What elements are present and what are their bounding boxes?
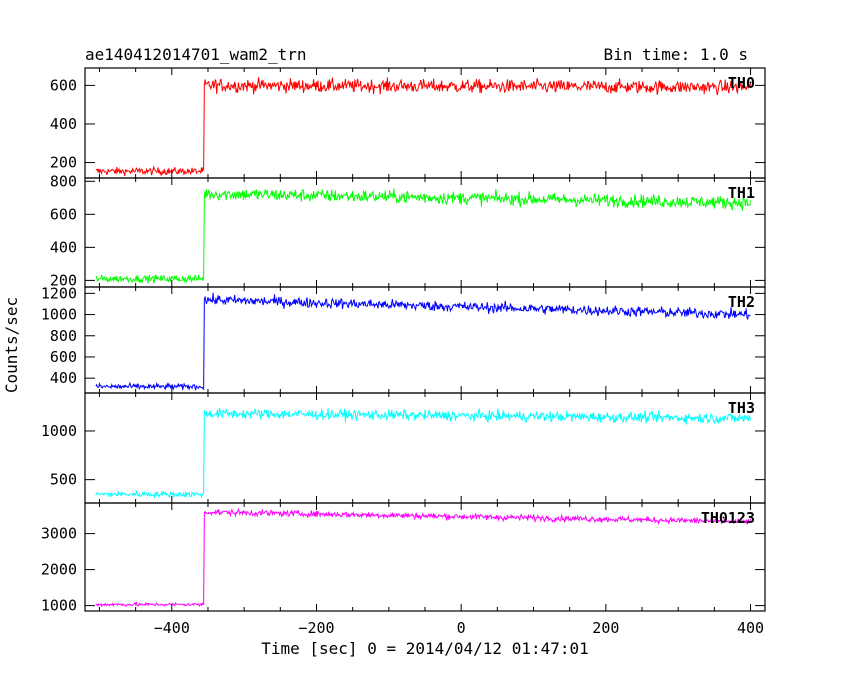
y-axis-label: Counts/sec <box>2 297 21 393</box>
bin-time-label: Bin time: 1.0 s <box>604 45 749 64</box>
series-line-th2 <box>95 292 751 392</box>
panel-label-th2: TH2 <box>728 293 755 311</box>
x-tick-label: 0 <box>457 619 466 637</box>
series-line-th0123 <box>95 507 752 608</box>
x-tick-label: 200 <box>592 619 619 637</box>
x-tick-label: 400 <box>737 619 764 637</box>
panel-label-th1: TH1 <box>728 184 755 202</box>
panel-frame-th2 <box>84 286 766 394</box>
x-tick-label: −400 <box>154 619 190 637</box>
y-tick-label-th2: 1200 <box>41 284 77 302</box>
y-tick-label-th0: 400 <box>50 115 77 133</box>
panel-frame-th3 <box>84 392 766 504</box>
series-line-th0 <box>95 77 752 177</box>
x-tick-label: −200 <box>298 619 334 637</box>
panel-frame-th0 <box>84 67 766 179</box>
y-tick-label-th0: 200 <box>50 154 77 172</box>
y-tick-label-th3: 1000 <box>41 422 77 440</box>
y-tick-label-th3: 500 <box>50 471 77 489</box>
panel-frame-th0123 <box>84 502 766 612</box>
panel-label-th3: TH3 <box>728 399 755 417</box>
y-tick-label-th1: 400 <box>50 238 77 256</box>
chart-title: ae140412014701_wam2_trn <box>85 45 307 64</box>
y-tick-label-th1: 600 <box>50 205 77 223</box>
y-tick-label-th0123: 2000 <box>41 561 77 579</box>
y-tick-label-th2: 800 <box>50 327 77 345</box>
y-tick-label-th2: 600 <box>50 348 77 366</box>
y-tick-label-th2: 400 <box>50 369 77 387</box>
panel-label-th0: TH0 <box>728 74 755 92</box>
y-tick-label-th0123: 1000 <box>41 597 77 615</box>
series-line-th1 <box>95 188 752 284</box>
x-axis-label: Time [sec] 0 = 2014/04/12 01:47:01 <box>261 639 589 658</box>
panels-group: 200 400 600 TH0 200 400 600 800 TH1 400 600 800 1000… <box>41 67 766 637</box>
y-tick-label-th1: 200 <box>50 271 77 289</box>
y-tick-label-th2: 1000 <box>41 306 77 324</box>
y-tick-label-th1: 800 <box>50 172 77 190</box>
panel-frame-th1 <box>84 177 766 288</box>
panel-label-th0123: TH0123 <box>701 509 755 527</box>
y-tick-label-th0: 600 <box>50 76 77 94</box>
series-line-th3 <box>95 407 752 500</box>
y-tick-label-th0123: 3000 <box>41 525 77 543</box>
